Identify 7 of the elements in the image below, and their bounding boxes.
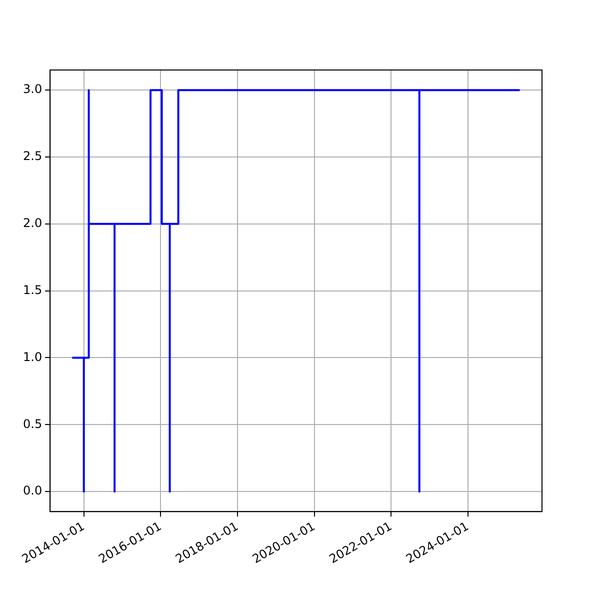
y-tick-label: 1.5: [22, 282, 42, 297]
y-tick-label: 1.0: [22, 350, 42, 364]
y-tick-label: 2.5: [22, 149, 42, 164]
y-tick-label: 2.0: [22, 216, 42, 230]
y-tick-label: 0.0: [22, 484, 42, 498]
y-tick-label: 0.5: [22, 416, 42, 431]
y-tick-label: 3.0: [22, 82, 42, 96]
